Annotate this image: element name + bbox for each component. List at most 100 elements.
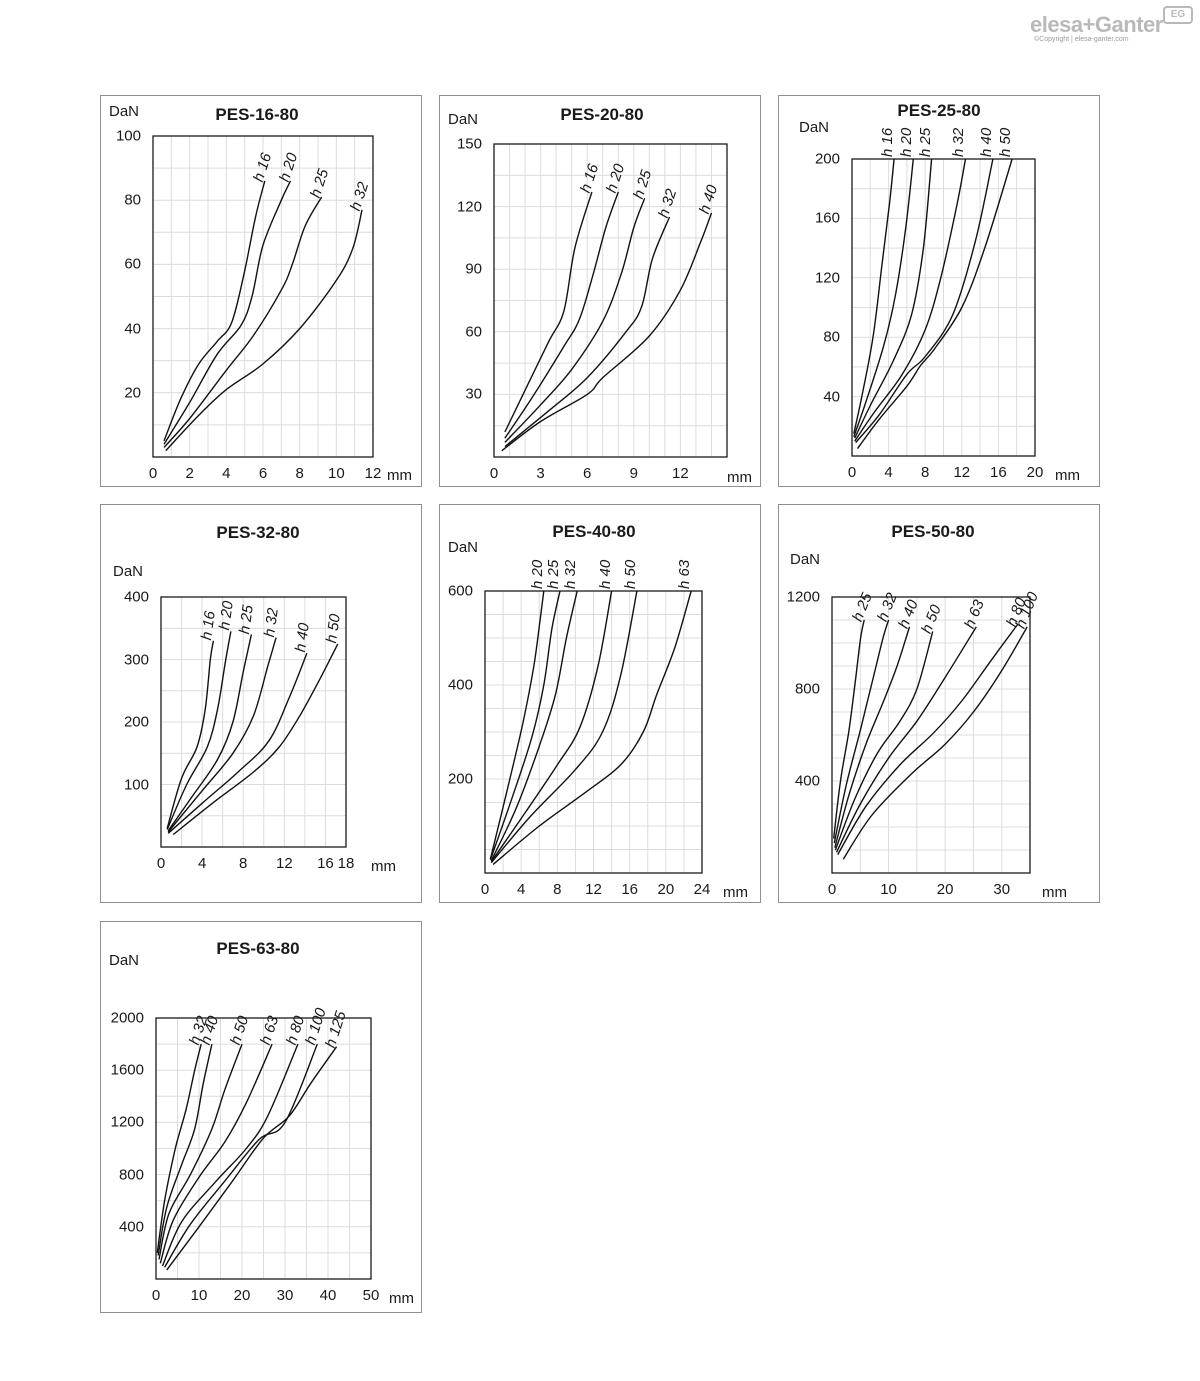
x-tick-label: 20	[657, 881, 675, 898]
series-line-h-32	[165, 209, 363, 452]
x-tick-label: 20	[936, 881, 954, 898]
series-line-h-100	[163, 1043, 318, 1268]
y-tick-label: 300	[123, 651, 149, 668]
y-tick-label: 600	[447, 582, 473, 600]
x-tick-label: 6	[258, 465, 268, 482]
x-tick-label: 4	[884, 464, 893, 481]
brand-logo: elesa+Ganter EG ©Copyright | elesa-gante…	[1030, 6, 1195, 48]
x-tick-label: 6	[583, 465, 592, 482]
series-line-h-16	[504, 191, 593, 433]
series-label-h-20: h 20	[528, 559, 546, 589]
x-tick-label: 0	[148, 465, 158, 482]
y-tick-label: 100	[115, 127, 141, 145]
x-tick-label: 8	[553, 881, 562, 898]
series-line-h-50	[158, 1043, 243, 1260]
x-axis-unit: mm	[389, 1290, 414, 1307]
chart-title: PES-40-80	[552, 522, 636, 541]
series-label-h-20: h 20	[215, 600, 237, 632]
plot-frame	[155, 1017, 372, 1280]
x-tick-label: 9	[629, 465, 638, 482]
y-axis-unit: DaN	[109, 103, 140, 120]
series-line-h-20	[163, 180, 292, 445]
series-line-h-25	[504, 198, 646, 443]
x-tick-label: 2	[185, 465, 194, 482]
plot-frame	[484, 590, 703, 874]
y-tick-label: 400	[118, 1218, 144, 1236]
x-tick-label: 20	[1026, 464, 1044, 481]
x-tick-label: 0	[480, 881, 490, 898]
x-tick-label: 8	[295, 465, 304, 482]
series-label-h-25: h 25	[236, 603, 258, 635]
series-label-h-32: h 32	[261, 606, 283, 638]
plot-frame	[493, 143, 728, 458]
y-axis-unit: DaN	[448, 539, 479, 556]
y-tick-label: 20	[124, 384, 141, 402]
series-line-h-63	[492, 590, 692, 866]
series-label-h-32: h 32	[950, 127, 968, 157]
y-tick-label: 200	[447, 770, 473, 788]
x-tick-label: 12	[585, 881, 602, 898]
chart-panel-pes-32-80: h 16 h 20 h 25 h 32 h 40 h 50 PES-32-80 DaN mm 10…	[100, 504, 422, 903]
chart-svg	[493, 143, 728, 458]
series-line-h-63	[835, 626, 977, 853]
chart-title: PES-16-80	[215, 105, 299, 124]
x-tick-label: 10	[880, 881, 897, 898]
chart-panel-pes-25-80: h 16 h 20 h 25 h 32 h 40 h 50 PES-25-80 DaN mm 40…	[778, 95, 1100, 487]
series-label-h-50: h 50	[322, 612, 344, 645]
brand-badge: EG	[1163, 6, 1193, 24]
series-label-h-20: h 20	[898, 127, 916, 157]
y-tick-label: 160	[814, 209, 840, 227]
series-line-h-32	[854, 158, 967, 442]
y-axis-unit: DaN	[799, 119, 830, 136]
y-axis-unit: DaN	[113, 563, 144, 580]
y-tick-label: 200	[123, 713, 149, 731]
y-tick-label: 400	[123, 588, 149, 606]
x-axis-unit: mm	[1042, 884, 1067, 901]
y-tick-label: 400	[794, 772, 820, 790]
y-tick-label: 1600	[110, 1061, 144, 1079]
x-tick-label: 10	[327, 465, 345, 482]
series-line-h-32	[504, 216, 671, 448]
plot-frame	[831, 596, 1031, 874]
series-label-h-40: h 40	[291, 622, 313, 654]
x-tick-label: 12	[364, 465, 382, 482]
y-tick-label: 400	[447, 676, 473, 694]
chart-panel-pes-50-80: h 25 h 32 h 40 h 50 h 63 h 80 h 100 PES-50-80 Da…	[778, 504, 1100, 903]
x-tick-label: 16	[317, 855, 334, 872]
y-axis-unit: DaN	[790, 551, 821, 568]
chart-panel-pes-40-80: h 20 h 25 h 32 h 40 h 50 h 63 PES-40-80 DaN mm 20…	[439, 504, 761, 903]
series-label-h-50: h 50	[997, 127, 1015, 157]
plot-frame	[160, 596, 347, 848]
y-tick-label: 800	[118, 1166, 144, 1184]
chart-title: PES-20-80	[560, 105, 644, 124]
x-tick-label: 10	[190, 1287, 208, 1304]
chart-panel-pes-16-80: h 16 h 20 h 25 h 32 PES-16-80 DaN mm 20 40 60 80 10…	[100, 95, 422, 487]
series-line-h-50	[856, 158, 1013, 450]
x-tick-label: 30	[276, 1287, 294, 1304]
x-tick-label: 4	[222, 465, 231, 482]
series-label-h-25: h 25	[545, 559, 563, 589]
chart-svg	[160, 596, 347, 848]
plot-frame	[851, 158, 1036, 457]
series-label-h-50: h 50	[621, 559, 639, 589]
x-axis-unit: mm	[387, 467, 412, 484]
x-tick-label: 30	[993, 881, 1011, 898]
series-line-h-40	[490, 590, 613, 863]
series-line-h-40	[501, 212, 713, 452]
x-tick-label: 12	[953, 464, 971, 481]
x-axis-unit: mm	[1055, 467, 1080, 484]
series-line-h-40	[167, 653, 308, 834]
y-tick-label: 40	[124, 320, 141, 338]
y-tick-label: 80	[124, 191, 141, 209]
x-axis-unit: mm	[371, 858, 396, 875]
x-tick-label: 4	[516, 881, 526, 898]
y-tick-label: 90	[465, 260, 482, 278]
series-line-h-16	[853, 158, 895, 434]
y-tick-label: 100	[123, 776, 149, 793]
chart-svg	[484, 590, 703, 874]
x-tick-label: 8	[921, 464, 930, 481]
copyright-text: ©Copyright | elesa-ganter.com	[1034, 36, 1129, 43]
x-tick-label: 16	[990, 464, 1007, 481]
x-tick-label: 3	[536, 465, 545, 482]
x-tick-label: 0	[151, 1287, 161, 1304]
